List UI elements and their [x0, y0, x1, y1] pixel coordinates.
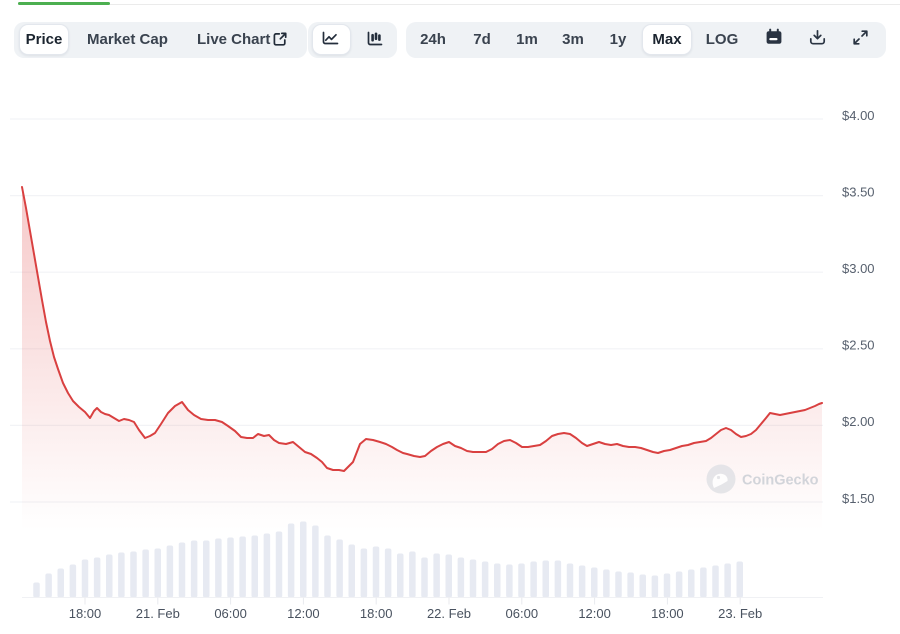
svg-text:06:00: 06:00 [506, 606, 539, 621]
svg-text:$1.50: $1.50 [842, 491, 875, 506]
svg-text:12:00: 12:00 [287, 606, 320, 621]
svg-text:06:00: 06:00 [214, 606, 247, 621]
svg-text:$2.00: $2.00 [842, 414, 875, 429]
svg-text:$4.00: $4.00 [842, 108, 875, 123]
svg-text:21. Feb: 21. Feb [136, 606, 180, 621]
svg-text:12:00: 12:00 [578, 606, 611, 621]
svg-text:$3.50: $3.50 [842, 184, 875, 199]
svg-text:18:00: 18:00 [360, 606, 393, 621]
svg-text:23. Feb: 23. Feb [718, 606, 762, 621]
svg-text:$2.50: $2.50 [842, 338, 875, 353]
svg-text:CoinGecko: CoinGecko [742, 473, 819, 489]
svg-text:$3.00: $3.00 [842, 261, 875, 276]
svg-text:18:00: 18:00 [69, 606, 102, 621]
svg-text:18:00: 18:00 [651, 606, 684, 621]
svg-text:22. Feb: 22. Feb [427, 606, 471, 621]
